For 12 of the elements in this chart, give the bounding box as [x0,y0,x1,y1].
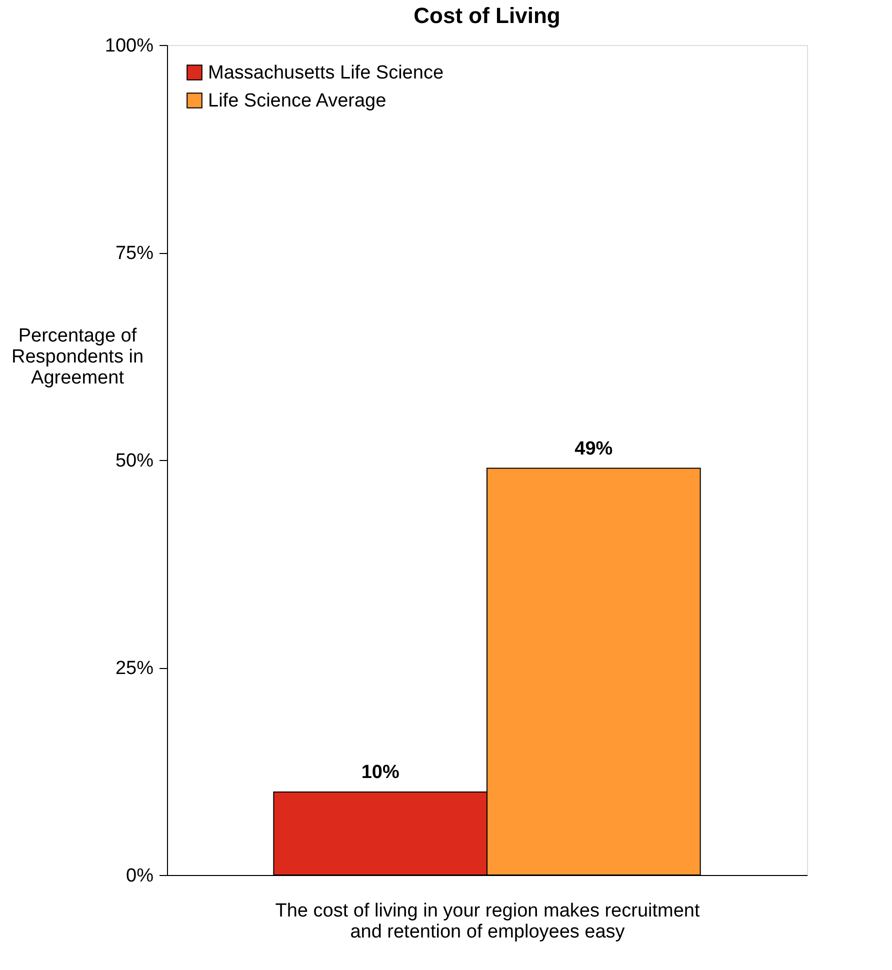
x-axis-title: The cost of living in your region makes recruitment and retention of employees easy [275,900,700,942]
text: 10% [361,762,400,783]
chart-title: Cost of Living [414,3,560,28]
y-tick-label: 50% [115,450,154,472]
y-tick-label: 0% [126,866,154,886]
y-tick-label: 75% [115,243,154,264]
legend-label: Massachusetts Life Science [208,62,444,84]
legend-label: Life Science Average [208,90,386,112]
y-axis-title: Percentage of Respondents in Agreement [11,326,144,388]
y-tick-label: 25% [115,658,154,679]
y-tick-label: 100% [104,36,154,56]
text: 49% [574,438,613,460]
